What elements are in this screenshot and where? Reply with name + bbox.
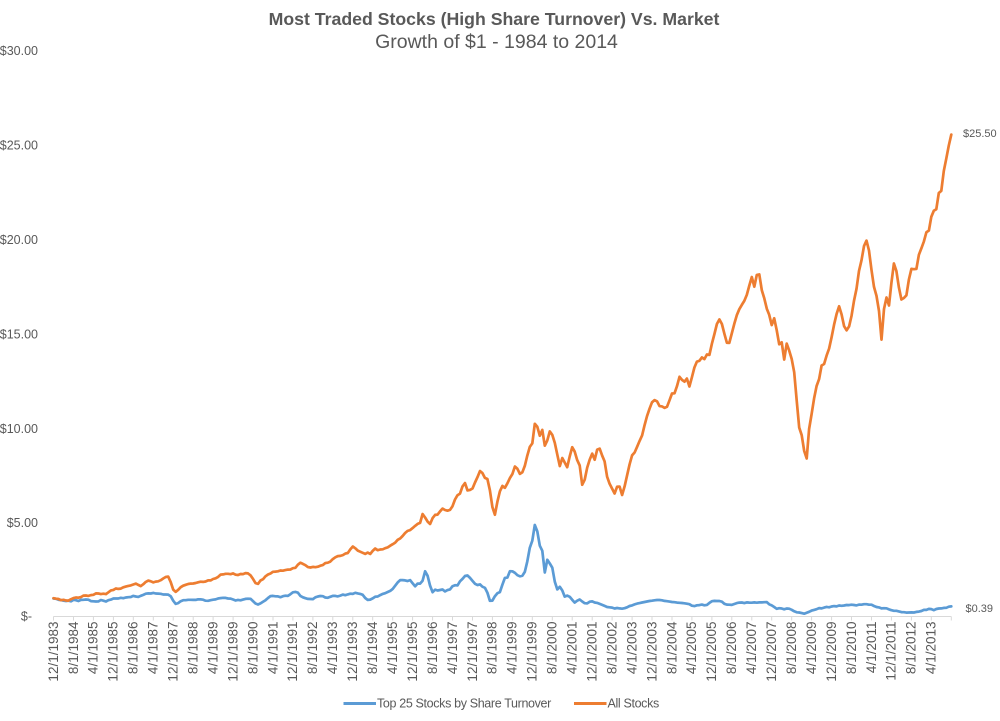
- svg-text:4/1/2005: 4/1/2005: [684, 622, 699, 675]
- svg-text:12/1/1999: 12/1/1999: [525, 622, 540, 682]
- svg-text:8/1/1988: 8/1/1988: [186, 622, 201, 675]
- svg-text:8/1/1998: 8/1/1998: [485, 622, 500, 675]
- svg-text:8/1/2012: 8/1/2012: [904, 622, 919, 675]
- svg-text:$-: $-: [21, 610, 32, 624]
- svg-text:4/1/1985: 4/1/1985: [86, 622, 101, 675]
- svg-text:8/1/2008: 8/1/2008: [784, 622, 799, 675]
- svg-text:8/1/2004: 8/1/2004: [664, 621, 679, 674]
- svg-text:12/1/2011: 12/1/2011: [884, 622, 899, 681]
- svg-text:4/1/2003: 4/1/2003: [624, 622, 639, 675]
- svg-text:$30.00: $30.00: [0, 44, 38, 58]
- svg-text:8/1/1994: 8/1/1994: [365, 621, 380, 674]
- svg-text:12/1/2007: 12/1/2007: [764, 622, 779, 682]
- svg-text:12/1/1985: 12/1/1985: [106, 622, 121, 682]
- svg-text:4/1/2007: 4/1/2007: [744, 622, 759, 675]
- svg-text:4/1/1993: 4/1/1993: [325, 622, 340, 675]
- svg-text:4/1/2011: 4/1/2011: [864, 622, 879, 674]
- svg-text:8/1/2000: 8/1/2000: [545, 622, 560, 675]
- svg-text:12/1/1987: 12/1/1987: [166, 622, 181, 682]
- svg-text:12/1/1995: 12/1/1995: [405, 622, 420, 682]
- svg-text:$10.00: $10.00: [0, 422, 38, 436]
- svg-text:$0.39: $0.39: [966, 603, 994, 615]
- svg-text:8/1/1996: 8/1/1996: [425, 622, 440, 675]
- svg-text:8/1/2010: 8/1/2010: [844, 622, 859, 675]
- svg-text:All Stocks: All Stocks: [608, 697, 659, 711]
- svg-text:$25.00: $25.00: [0, 138, 38, 152]
- svg-text:8/1/1990: 8/1/1990: [245, 622, 260, 675]
- svg-text:12/1/2003: 12/1/2003: [644, 622, 659, 682]
- svg-text:4/1/2013: 4/1/2013: [924, 622, 939, 675]
- svg-text:8/1/1986: 8/1/1986: [126, 622, 141, 675]
- svg-text:12/1/1997: 12/1/1997: [465, 622, 480, 682]
- svg-text:12/1/1989: 12/1/1989: [225, 622, 240, 682]
- svg-text:$15.00: $15.00: [0, 327, 38, 341]
- svg-text:8/1/2002: 8/1/2002: [604, 622, 619, 675]
- svg-text:8/1/1992: 8/1/1992: [305, 622, 320, 675]
- svg-text:4/1/2001: 4/1/2001: [565, 622, 580, 675]
- svg-text:$25.50: $25.50: [963, 128, 997, 140]
- svg-text:4/1/1991: 4/1/1991: [265, 622, 280, 675]
- svg-text:12/1/2009: 12/1/2009: [824, 622, 839, 682]
- svg-text:12/1/2005: 12/1/2005: [704, 622, 719, 682]
- svg-text:8/1/2006: 8/1/2006: [724, 622, 739, 675]
- svg-text:4/1/1989: 4/1/1989: [205, 622, 220, 675]
- svg-text:12/1/1983: 12/1/1983: [46, 622, 61, 682]
- svg-text:12/1/2001: 12/1/2001: [585, 622, 600, 682]
- svg-text:12/1/1993: 12/1/1993: [345, 622, 360, 682]
- svg-text:4/1/1987: 4/1/1987: [146, 622, 161, 675]
- svg-text:4/1/1997: 4/1/1997: [445, 622, 460, 675]
- svg-text:4/1/1999: 4/1/1999: [505, 622, 520, 675]
- svg-text:4/1/1995: 4/1/1995: [385, 622, 400, 675]
- svg-text:12/1/1991: 12/1/1991: [285, 622, 300, 682]
- svg-text:4/1/2009: 4/1/2009: [804, 622, 819, 675]
- svg-text:Top 25 Stocks by Share Turnove: Top 25 Stocks by Share Turnover: [377, 697, 551, 711]
- svg-text:8/1/1984: 8/1/1984: [66, 621, 81, 674]
- svg-text:$5.00: $5.00: [7, 516, 38, 530]
- svg-text:$20.00: $20.00: [0, 233, 38, 247]
